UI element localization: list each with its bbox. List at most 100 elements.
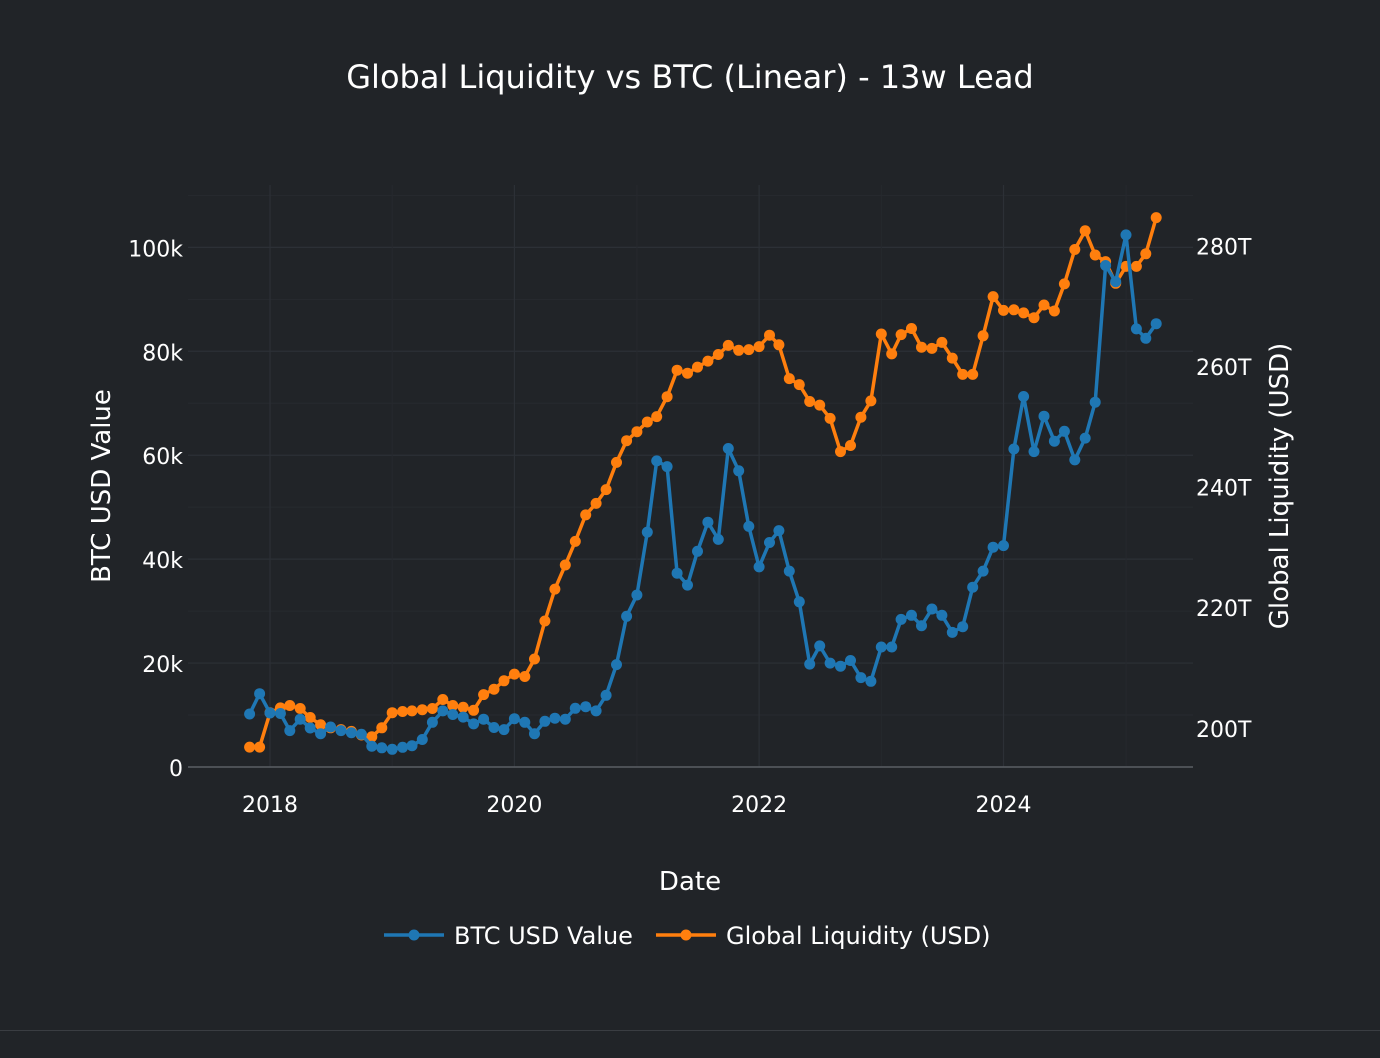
data-point-liquidity[interactable] [998, 304, 1009, 316]
data-point-btc[interactable] [416, 734, 428, 745]
data-point-liquidity[interactable] [722, 339, 734, 351]
data-point-btc[interactable] [1038, 410, 1050, 422]
data-point-btc[interactable] [661, 461, 673, 473]
data-point-liquidity[interactable] [855, 411, 867, 423]
data-point-liquidity[interactable] [773, 339, 785, 351]
data-point-liquidity[interactable] [1028, 312, 1040, 324]
data-point-liquidity[interactable] [1079, 225, 1091, 237]
data-point-liquidity[interactable] [661, 391, 673, 403]
data-point-btc[interactable] [254, 688, 266, 700]
data-point-liquidity[interactable] [580, 509, 592, 521]
data-point-liquidity[interactable] [386, 707, 398, 719]
data-point-liquidity[interactable] [824, 412, 836, 424]
data-point-btc[interactable] [906, 609, 917, 621]
data-point-liquidity[interactable] [967, 368, 979, 380]
data-point-btc[interactable] [946, 626, 958, 638]
data-point-btc[interactable] [977, 565, 989, 577]
data-point-btc[interactable] [304, 722, 316, 734]
data-point-btc[interactable] [600, 689, 612, 701]
data-point-btc[interactable] [783, 565, 795, 577]
data-point-btc[interactable] [284, 725, 296, 737]
data-point-liquidity[interactable] [1069, 244, 1081, 255]
data-point-btc[interactable] [641, 526, 653, 538]
data-point-btc[interactable] [835, 660, 846, 672]
data-point-btc[interactable] [814, 640, 826, 652]
data-point-liquidity[interactable] [590, 497, 602, 509]
data-point-liquidity[interactable] [416, 704, 428, 716]
data-point-liquidity[interactable] [916, 341, 927, 353]
data-point-btc[interactable] [1110, 276, 1122, 288]
data-point-btc[interactable] [1089, 396, 1101, 408]
data-point-btc[interactable] [936, 609, 948, 621]
data-point-liquidity[interactable] [875, 328, 887, 340]
data-point-liquidity[interactable] [1150, 212, 1162, 224]
data-point-liquidity[interactable] [733, 344, 745, 356]
data-point-btc[interactable] [437, 705, 449, 717]
data-point-btc[interactable] [549, 712, 561, 724]
data-point-liquidity[interactable] [539, 615, 551, 627]
data-point-btc[interactable] [315, 728, 327, 740]
data-point-liquidity[interactable] [376, 722, 388, 734]
data-point-btc[interactable] [244, 708, 256, 720]
data-point-btc[interactable] [1028, 446, 1040, 458]
data-point-liquidity[interactable] [611, 456, 622, 468]
data-point-liquidity[interactable] [254, 741, 266, 753]
data-point-liquidity[interactable] [244, 741, 256, 753]
data-point-btc[interactable] [366, 740, 378, 752]
data-point-liquidity[interactable] [906, 323, 917, 334]
data-point-btc[interactable] [345, 727, 357, 739]
data-point-btc[interactable] [793, 596, 805, 608]
data-point-liquidity[interactable] [946, 352, 958, 364]
data-point-liquidity[interactable] [529, 653, 540, 665]
data-point-liquidity[interactable] [835, 446, 846, 458]
data-point-liquidity[interactable] [1038, 299, 1050, 311]
data-point-liquidity[interactable] [631, 426, 643, 438]
data-point-liquidity[interactable] [957, 368, 969, 380]
data-point-btc[interactable] [712, 533, 724, 545]
data-point-liquidity[interactable] [814, 399, 826, 411]
data-point-btc[interactable] [824, 657, 836, 669]
data-point-btc[interactable] [611, 659, 622, 671]
data-point-btc[interactable] [855, 672, 867, 684]
data-point-liquidity[interactable] [447, 700, 459, 711]
data-point-btc[interactable] [845, 655, 856, 666]
data-point-btc[interactable] [916, 620, 927, 632]
data-point-btc[interactable] [773, 525, 785, 537]
data-point-liquidity[interactable] [1140, 248, 1152, 260]
data-point-btc[interactable] [702, 516, 714, 528]
data-point-btc[interactable] [376, 742, 388, 754]
data-point-btc[interactable] [875, 641, 887, 653]
data-point-btc[interactable] [355, 728, 367, 740]
data-point-btc[interactable] [651, 455, 663, 467]
data-point-btc[interactable] [468, 718, 480, 730]
data-point-btc[interactable] [1140, 332, 1152, 344]
data-point-liquidity[interactable] [845, 440, 856, 451]
data-point-btc[interactable] [426, 716, 438, 728]
data-point-liquidity[interactable] [702, 355, 714, 367]
data-point-btc[interactable] [743, 520, 755, 532]
data-point-btc[interactable] [631, 589, 643, 601]
data-point-liquidity[interactable] [478, 689, 490, 701]
data-point-liquidity[interactable] [783, 373, 795, 385]
data-point-liquidity[interactable] [621, 435, 633, 447]
data-point-liquidity[interactable] [406, 705, 418, 717]
data-point-liquidity[interactable] [569, 535, 581, 547]
data-point-btc[interactable] [1018, 391, 1030, 402]
data-point-btc[interactable] [559, 713, 571, 725]
data-point-btc[interactable] [957, 621, 969, 633]
data-point-btc[interactable] [274, 708, 286, 719]
data-point-liquidity[interactable] [549, 583, 561, 595]
data-point-liquidity[interactable] [743, 344, 755, 356]
data-point-liquidity[interactable] [304, 712, 316, 723]
data-point-liquidity[interactable] [764, 329, 775, 341]
data-point-btc[interactable] [1079, 432, 1091, 444]
data-point-btc[interactable] [590, 705, 602, 717]
data-point-liquidity[interactable] [508, 668, 520, 680]
data-point-liquidity[interactable] [1058, 278, 1070, 290]
data-point-btc[interactable] [539, 715, 551, 727]
data-point-btc[interactable] [1130, 323, 1142, 335]
data-point-btc[interactable] [325, 721, 337, 733]
data-point-liquidity[interactable] [926, 342, 938, 354]
data-point-liquidity[interactable] [886, 348, 898, 360]
data-point-liquidity[interactable] [1018, 307, 1030, 319]
